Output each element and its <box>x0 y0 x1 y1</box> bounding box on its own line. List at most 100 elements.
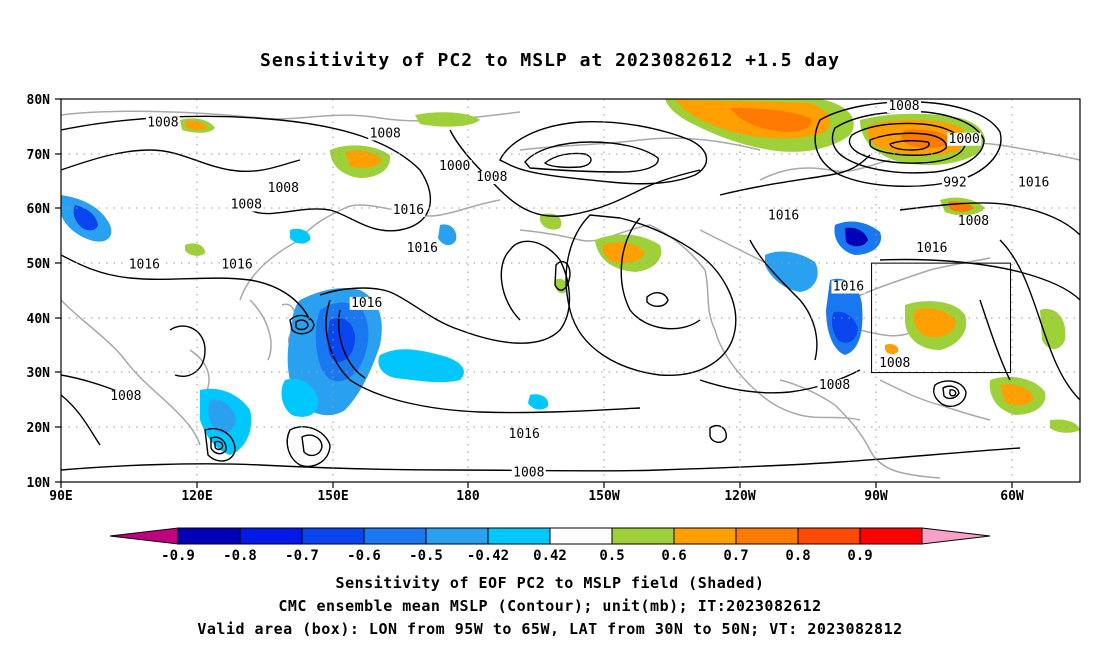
colorbar: -0.9 -0.8 -0.7 -0.6 -0.5 -0.42 0.42 0.5 0.6 0.7 0.… <box>109 527 991 564</box>
colorbar-arrow-low <box>109 527 179 545</box>
contour-label-bg <box>886 99 921 113</box>
valid-area-box <box>871 262 1012 374</box>
caption-valid-area: Valid area (box): LON from 95W to 65W, L… <box>197 620 903 638</box>
contour-label: 1008 <box>819 378 850 393</box>
contour-label: 1000 <box>439 159 470 174</box>
lat-label: 10N <box>27 476 51 491</box>
lat-label: 70N <box>27 148 51 163</box>
contour-label-bg <box>108 389 143 403</box>
lon-label: 150E <box>317 489 348 504</box>
lon-label: 180 <box>456 489 480 504</box>
colorbar-label: -0.7 <box>285 548 319 564</box>
colorbar-swatch <box>797 527 861 545</box>
contour-label-bg <box>349 296 384 310</box>
negative-sensitivity-shading <box>61 195 882 455</box>
longitude-labels: 90E 120E 150E 180 150W 120W 90W 60W <box>49 489 1024 504</box>
contour-label: 1008 <box>513 466 544 481</box>
colorbar-label: 0.5 <box>599 548 624 564</box>
colorbar-swatch <box>549 527 613 545</box>
colorbar-label: 0.42 <box>533 548 567 564</box>
contour-label: 1016 <box>768 208 799 223</box>
positive-sensitivity-shading <box>180 99 1080 433</box>
latitude-labels: 80N 70N 60N 50N 40N 30N 20N 10N <box>27 93 51 491</box>
caption-contour: CMC ensemble mean MSLP (Contour); unit(m… <box>278 597 822 615</box>
contour-label: 1008 <box>110 389 141 404</box>
colorbar-label: -0.6 <box>347 548 381 564</box>
colorbar-arrow-high <box>921 527 991 545</box>
contour-label-bg <box>914 242 949 256</box>
colorbar-swatch <box>735 527 799 545</box>
colorbar-swatch <box>239 527 303 545</box>
caption-shading: Sensitivity of EOF PC2 to MSLP field (Sh… <box>335 574 765 592</box>
contour-label: 1000 <box>949 132 980 147</box>
contour-label-bg <box>127 258 162 272</box>
lat-label: 30N <box>27 366 51 381</box>
contour-label-bg <box>220 258 255 272</box>
contour-label-bg <box>1016 176 1051 190</box>
contour-label: 1016 <box>916 241 947 256</box>
contour-label-bg <box>941 176 968 190</box>
contour-label: 1016 <box>509 427 540 442</box>
lon-label: 120W <box>724 489 755 504</box>
contour-label-bg <box>145 116 180 130</box>
contour-label-bg <box>437 160 472 174</box>
contour-label-bg <box>956 214 991 228</box>
map-title: Sensitivity of PC2 to MSLP at 2023082612… <box>259 50 840 71</box>
colorbar-swatch <box>425 527 489 545</box>
colorbar-swatch <box>673 527 737 545</box>
contour-label-bg <box>766 209 801 223</box>
colorbar-swatch <box>301 527 365 545</box>
contour-label-bg <box>391 203 426 217</box>
colorbar-label: -0.5 <box>409 548 443 564</box>
contour-label: 1016 <box>833 280 864 295</box>
contour-labels: 1008 1008 1000 1008 1008 1008 1016 1016 1016 1016… <box>108 99 1051 481</box>
colorbar-label: 0.8 <box>785 548 810 564</box>
contour-label-bg <box>831 280 866 294</box>
colorbar-label: 0.6 <box>661 548 686 564</box>
lat-label: 80N <box>27 93 51 108</box>
contour-label: 1016 <box>1018 176 1049 191</box>
contour-label-bg <box>229 198 264 212</box>
contour-label: 1008 <box>958 214 989 229</box>
lat-label: 60N <box>27 202 51 217</box>
contour-label: 1008 <box>370 126 401 141</box>
lon-label: 150W <box>588 489 619 504</box>
lat-label: 50N <box>27 257 51 272</box>
colorbar-label: -0.42 <box>467 548 509 564</box>
contour-label-bg <box>405 242 440 256</box>
contour-label-bg <box>947 132 982 146</box>
lon-label: 90W <box>864 489 888 504</box>
lat-label: 40N <box>27 312 51 327</box>
contour-label: 1016 <box>221 258 252 273</box>
contour-label-bg <box>817 378 852 392</box>
contour-label-bg <box>877 357 912 371</box>
contour-label: 1016 <box>351 296 382 311</box>
lat-label: 20N <box>27 421 51 436</box>
plot-frame <box>60 98 1081 483</box>
lon-label: 90E <box>49 489 72 504</box>
contour-label: 1016 <box>393 203 424 218</box>
contour-label: 1008 <box>268 181 299 196</box>
colorbar-swatch <box>487 527 551 545</box>
colorbar-swatch <box>363 527 427 545</box>
contour-label: 1008 <box>476 170 507 185</box>
contour-label: 1008 <box>888 99 919 114</box>
colorbar-label: 0.7 <box>723 548 748 564</box>
colorbar-label: -0.8 <box>223 548 257 564</box>
contour-label-bg <box>266 182 301 196</box>
contour-label-bg <box>507 428 542 442</box>
lon-label: 60W <box>1000 489 1024 504</box>
contour-label: 1008 <box>231 197 262 212</box>
contour-label: 992 <box>943 176 966 191</box>
colorbar-swatch <box>611 527 675 545</box>
contour-label-bg <box>511 466 546 480</box>
contour-label-bg <box>474 171 509 185</box>
colorbar-label: -0.9 <box>161 548 195 564</box>
contour-label: 1016 <box>407 241 438 256</box>
contour-label: 1008 <box>147 115 178 130</box>
axis-ticks <box>55 98 1013 488</box>
colorbar-swatch <box>177 527 241 545</box>
contour-label: 1008 <box>879 356 910 371</box>
contour-label: 1016 <box>129 258 160 273</box>
